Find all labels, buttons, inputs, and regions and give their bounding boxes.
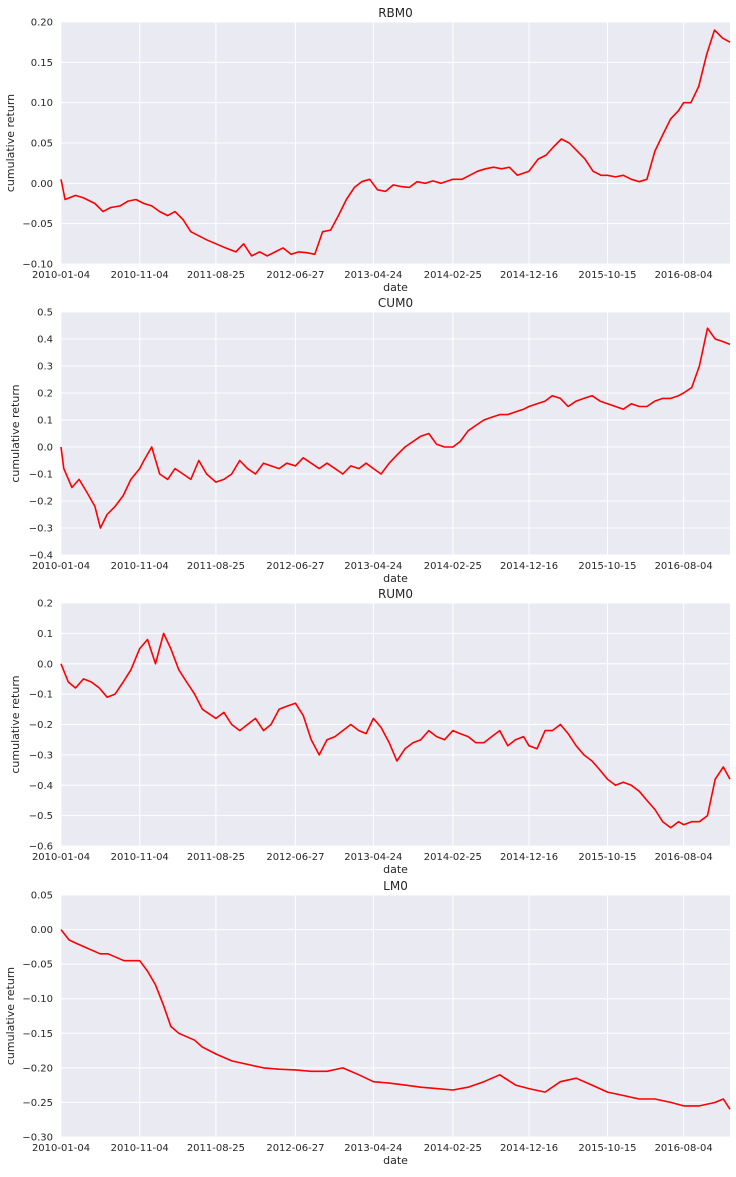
series-line — [60, 327, 731, 529]
y-tick-label: 0.00 — [31, 179, 53, 190]
y-tick-label: −0.05 — [22, 219, 53, 230]
x-tick-label: 2011-08-25 — [187, 1143, 245, 1154]
x-tick-label: 2010-01-04 — [32, 852, 90, 863]
y-tick-label: 0.1 — [37, 416, 53, 427]
chart-title: RUM0 — [378, 587, 413, 601]
x-tick-label: 2014-02-25 — [424, 1143, 482, 1154]
y-tick-label: −0.1 — [29, 470, 53, 481]
chart-title: RBM0 — [378, 6, 413, 20]
x-axis-label: date — [383, 1154, 408, 1167]
y-tick-label: −0.3 — [29, 524, 53, 535]
x-tick-label: 2016-08-04 — [655, 270, 713, 281]
x-tick-label: 2016-08-04 — [655, 561, 713, 572]
y-tick-label: 0.2 — [37, 599, 53, 610]
x-tick-label: 2015-10-15 — [578, 852, 636, 863]
x-tick-label: 2014-12-16 — [500, 561, 558, 572]
subplot-rum0: RUM00.20.10.0−0.1−0.2−0.3−0.4−0.5−0.6201… — [9, 587, 731, 876]
series-line — [60, 929, 731, 1110]
y-tick-label: −0.15 — [22, 1029, 53, 1040]
y-tick-label: −0.4 — [29, 551, 53, 562]
y-tick-label: 0.00 — [31, 925, 53, 936]
y-tick-label: −0.10 — [22, 994, 53, 1005]
y-tick-label: 0.05 — [31, 139, 53, 150]
y-tick-label: 0.10 — [31, 98, 53, 109]
series-line — [60, 632, 731, 829]
x-tick-label: 2014-02-25 — [424, 852, 482, 863]
x-tick-label: 2010-01-04 — [32, 1143, 90, 1154]
y-axis-label: cumulative return — [4, 967, 17, 1065]
plot-area — [61, 312, 730, 555]
x-tick-label: 2010-11-04 — [111, 561, 169, 572]
x-tick-label: 2014-12-16 — [500, 852, 558, 863]
subplot-lm0: LM0 0.05 0.00 −0.05 −0.10 −0.15 −0.20 −0.25 −0.3… — [4, 879, 731, 1167]
x-tick-label: 2013-04-24 — [344, 561, 402, 572]
y-axis-label: cumulative return — [9, 675, 22, 773]
x-tick-label: 2015-10-15 — [578, 561, 636, 572]
y-tick-label: 0.4 — [37, 335, 53, 346]
x-tick-label: 2014-02-25 — [424, 270, 482, 281]
y-tick-label: 0.20 — [31, 18, 53, 29]
y-tick-label: 0.15 — [31, 58, 53, 69]
x-tick-label: 2015-10-15 — [578, 270, 636, 281]
x-tick-label: 2010-11-04 — [111, 1143, 169, 1154]
x-tick-label: 2010-11-04 — [111, 270, 169, 281]
y-tick-label: −0.25 — [22, 1098, 53, 1109]
x-tick-label: 2010-01-04 — [32, 270, 90, 281]
y-axis-label: cumulative return — [9, 384, 22, 482]
x-tick-label: 2013-04-24 — [344, 1143, 402, 1154]
y-tick-label: 0.3 — [37, 362, 53, 373]
subplot-cum0: CUM00.50.40.30.20.10.0−0.1−0.2−0.3−0.420… — [9, 296, 731, 585]
y-tick-label: −0.05 — [22, 960, 53, 971]
x-tick-label: 2014-12-16 — [500, 1143, 558, 1154]
y-tick-label: 0.1 — [37, 629, 53, 640]
x-tick-label: 2011-08-25 — [187, 852, 245, 863]
x-tick-label: 2010-11-04 — [111, 852, 169, 863]
y-tick-label: −0.1 — [29, 690, 53, 701]
y-tick-label: 0.0 — [37, 659, 53, 670]
x-tick-label: 2010-01-04 — [32, 561, 90, 572]
y-tick-label: −0.30 — [22, 1133, 53, 1144]
chart-title: CUM0 — [378, 296, 413, 310]
x-axis-label: date — [383, 863, 408, 876]
x-tick-label: 2014-02-25 — [424, 561, 482, 572]
y-tick-label: −0.2 — [29, 497, 53, 508]
x-tick-label: 2011-08-25 — [187, 561, 245, 572]
y-axis-label: cumulative return — [4, 94, 17, 192]
y-tick-label: 0.2 — [37, 389, 53, 400]
x-tick-label: 2016-08-04 — [655, 852, 713, 863]
y-tick-label: −0.6 — [29, 842, 53, 853]
x-tick-label: 2012-06-27 — [266, 270, 324, 281]
x-tick-label: 2012-06-27 — [266, 561, 324, 572]
x-axis-label: date — [383, 281, 408, 294]
x-tick-label: 2015-10-15 — [578, 1143, 636, 1154]
x-tick-label: 2013-04-24 — [344, 852, 402, 863]
y-tick-label: −0.20 — [22, 1063, 53, 1074]
x-tick-label: 2011-08-25 — [187, 270, 245, 281]
y-tick-label: −0.4 — [29, 781, 53, 792]
x-axis-label: date — [383, 572, 408, 585]
y-tick-label: 0.5 — [37, 308, 53, 319]
y-tick-label: −0.2 — [29, 720, 53, 731]
y-tick-label: 0.05 — [31, 891, 53, 902]
series-line — [60, 29, 731, 257]
x-tick-label: 2012-06-27 — [266, 852, 324, 863]
y-tick-label: 0.0 — [37, 443, 53, 454]
subplot-rbm0: RBM0 0.20 0.15 0.10 0.05 0.00 −0.05 −0.102010-0… — [4, 6, 731, 294]
x-tick-label: 2014-12-16 — [500, 270, 558, 281]
y-tick-label: −0.5 — [29, 811, 53, 822]
plot-area — [61, 895, 730, 1137]
x-tick-label: 2016-08-04 — [655, 1143, 713, 1154]
y-tick-label: −0.3 — [29, 750, 53, 761]
x-tick-label: 2013-04-24 — [344, 270, 402, 281]
x-tick-label: 2012-06-27 — [266, 1143, 324, 1154]
y-tick-label: −0.10 — [22, 260, 53, 271]
chart-title: LM0 — [383, 879, 408, 893]
